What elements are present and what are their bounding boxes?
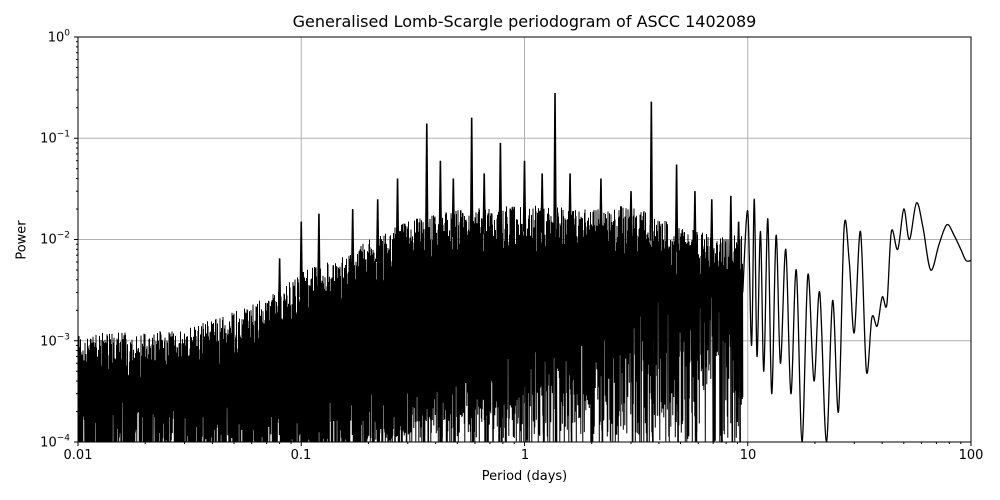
y-tick-exponent: −4 — [56, 433, 70, 444]
axes-frame — [74, 36, 972, 446]
y-tick-base: 10 — [40, 334, 57, 350]
periodogram-line — [78, 92, 971, 442]
x-tick-label: 10 — [739, 448, 757, 463]
x-tick-label: 1 — [520, 448, 530, 463]
y-tick-base: 10 — [40, 232, 57, 248]
y-tick-exponent: −1 — [56, 129, 70, 140]
x-tick-label: 100 — [958, 448, 984, 463]
y-tick-label: 10−3 — [40, 333, 70, 350]
y-tick-exponent: −3 — [56, 332, 70, 343]
y-tick-label: 10−4 — [40, 434, 70, 451]
y-tick-base: 10 — [40, 435, 57, 451]
x-axis-label: Period (days) — [481, 469, 568, 484]
y-tick-exponent: 0 — [64, 28, 70, 39]
y-tick-label: 10−1 — [40, 130, 70, 147]
chart-title: Generalised Lomb-Scargle periodogram of … — [292, 12, 757, 31]
y-tick-label: 100 — [48, 29, 70, 46]
y-tick-base: 10 — [47, 30, 65, 46]
y-tick-base: 10 — [40, 131, 57, 147]
x-tick-label: 0.1 — [290, 448, 312, 463]
x-tick-label: 0.01 — [63, 448, 93, 463]
y-tick-label: 10−2 — [40, 231, 70, 248]
y-tick-exponent: −2 — [56, 230, 70, 241]
